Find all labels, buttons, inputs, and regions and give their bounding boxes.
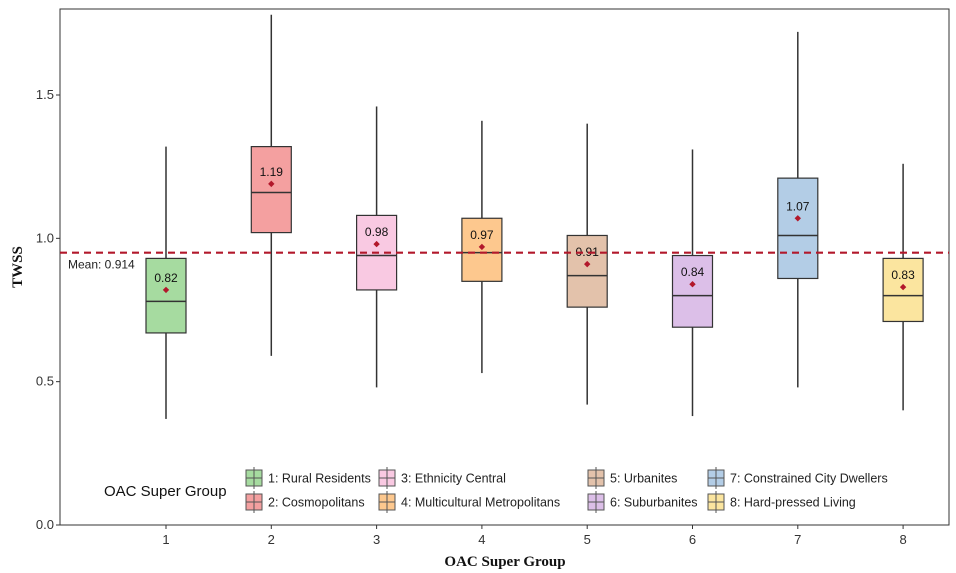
legend-label: 1: Rural Residents — [268, 472, 371, 486]
mean-marker — [268, 180, 275, 188]
mean-marker — [794, 215, 801, 222]
legend-label: 2: Cosmopolitans — [268, 496, 365, 510]
y-tick-label: 0.5 — [36, 374, 54, 389]
legend-label: 7: Constrained City Dwellers — [730, 472, 888, 486]
y-axis-title: TWSS — [10, 246, 26, 288]
legend-item-6: 6: Suburbanites — [587, 491, 698, 513]
x-tick-label: 2 — [268, 532, 275, 547]
x-tick-label: 7 — [794, 532, 801, 547]
box-group-4: 0.97 — [461, 120, 503, 374]
y-tick-label: 1.5 — [36, 87, 54, 102]
legend-item-4: 4: Multicultural Metropolitans — [378, 491, 560, 513]
mean-value-label: 0.82 — [154, 271, 178, 285]
mean-value-label: 0.84 — [681, 265, 705, 279]
mean-reference-label: Mean: 0.914 — [68, 258, 135, 272]
y-tick-label: 0.0 — [36, 517, 54, 532]
legend-item-2: 2: Cosmopolitans — [245, 491, 365, 513]
x-tick-label: 1 — [162, 532, 169, 547]
mean-marker — [478, 243, 486, 251]
box-group-8: 0.83 — [882, 163, 924, 411]
legend-items: 1: Rural Residents 2: Cosmopolitans 3: Eth… — [245, 467, 888, 513]
legend-label: 8: Hard-pressed Living — [730, 496, 856, 510]
y-axis: 0.0 0.5 1.0 1.5 — [36, 87, 60, 532]
mean-value-label: 1.19 — [260, 165, 284, 179]
box-group-2: 1.19 — [250, 14, 292, 356]
mean-marker — [689, 281, 696, 288]
x-tick-label: 6 — [689, 532, 696, 547]
box-group-5: 0.91 — [566, 123, 608, 405]
mean-value-label: 0.98 — [365, 225, 389, 239]
legend-label: 4: Multicultural Metropolitans — [401, 496, 560, 510]
iqr-box — [777, 177, 819, 280]
x-tick-label: 3 — [373, 532, 380, 547]
mean-marker — [584, 260, 591, 268]
iqr-box — [566, 234, 608, 308]
legend-item-1: 1: Rural Residents — [245, 467, 371, 489]
legend-item-3: 3: Ethnicity Central — [378, 467, 506, 489]
x-tick-label: 4 — [478, 532, 485, 547]
legend-item-8: 8: Hard-pressed Living — [707, 491, 856, 513]
x-axis: 1 2 3 4 5 6 7 8 — [162, 525, 907, 547]
y-tick-label: 1.0 — [36, 230, 54, 245]
iqr-box — [250, 146, 292, 234]
x-tick-label: 5 — [584, 532, 591, 547]
mean-marker — [162, 286, 170, 294]
box-group-6: 0.84 — [671, 149, 714, 417]
mean-value-label: 1.07 — [786, 199, 810, 213]
box-group-7: 1.07 — [777, 31, 819, 388]
mean-value-label: 0.83 — [891, 268, 915, 282]
x-axis-title: OAC Super Group — [444, 554, 565, 570]
legend-label: 6: Suburbanites — [610, 496, 698, 510]
box-group-1: 0.82 — [145, 146, 187, 419]
iqr-box — [145, 257, 187, 334]
mean-marker — [373, 240, 380, 248]
legend-label: 3: Ethnicity Central — [401, 472, 506, 486]
mean-reference-layer: Mean: 0.914 — [60, 251, 949, 272]
mean-value-label: 0.97 — [470, 228, 494, 242]
x-tick-label: 8 — [899, 532, 906, 547]
iqr-box — [671, 254, 714, 328]
legend-item-7: 7: Constrained City Dwellers — [707, 467, 888, 489]
mean-value-label: 0.91 — [576, 245, 600, 259]
mean-marker — [899, 283, 907, 291]
legend-title: OAC Super Group — [104, 483, 227, 500]
legend-item-5: 5: Urbanites — [587, 467, 677, 489]
legend: OAC Super Group 1: Rural Residents 2: Cos… — [104, 467, 888, 513]
legend-label: 5: Urbanites — [610, 472, 677, 486]
